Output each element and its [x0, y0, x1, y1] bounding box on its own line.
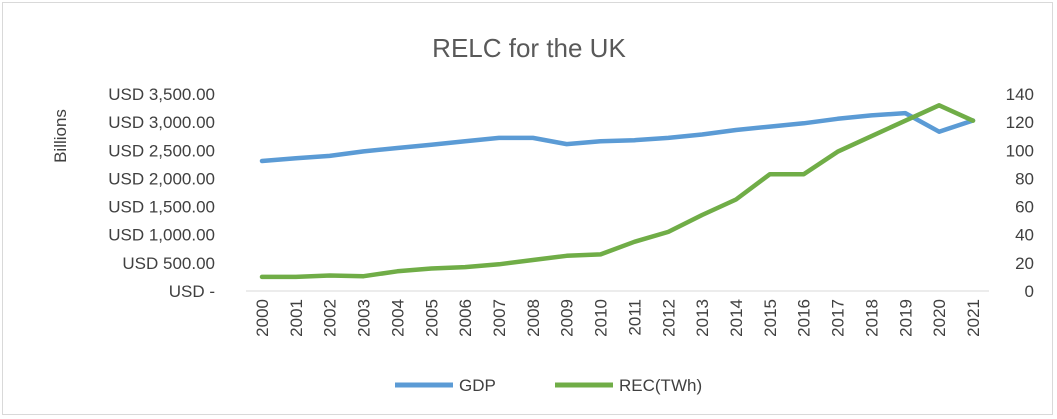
- x-tick-label: 2015: [761, 299, 780, 337]
- x-tick-label: 2003: [355, 299, 374, 337]
- right-tick-label: 80: [1015, 169, 1034, 188]
- x-tick-label: 2009: [558, 299, 577, 337]
- x-tick-label: 2021: [964, 299, 983, 337]
- chart-title: RELC for the UK: [432, 33, 626, 63]
- series-group: [259, 103, 976, 280]
- x-tick-label: 2007: [490, 299, 509, 337]
- x-tick-label: 2019: [896, 299, 915, 337]
- right-tick-label: 60: [1015, 198, 1034, 217]
- right-tick-label: 20: [1015, 254, 1034, 273]
- x-tick-label: 2011: [625, 299, 644, 336]
- right-axis: 0 20 40 60 80 100 120 140: [1006, 85, 1034, 301]
- right-tick-label: 40: [1015, 226, 1034, 245]
- series-line-rec-twh: [259, 103, 976, 280]
- x-tick-label: 2005: [422, 299, 441, 337]
- legend: GDP REC(TWh): [395, 376, 702, 395]
- left-axis-label: Billions: [51, 109, 70, 163]
- left-tick-label: USD 2,000.00: [108, 169, 215, 188]
- series-line-gdp: [259, 110, 976, 164]
- x-tick-label: 2006: [456, 299, 475, 337]
- x-tick-label: 2016: [795, 299, 814, 337]
- x-tick-label: 2002: [321, 299, 340, 337]
- left-tick-label: USD 500.00: [122, 254, 215, 273]
- x-tick-label: 2020: [930, 299, 949, 337]
- right-tick-label: 140: [1006, 85, 1034, 104]
- left-tick-label: USD 2,500.00: [108, 141, 215, 160]
- left-tick-label: USD 1,000.00: [108, 226, 215, 245]
- x-tick-label: 2010: [592, 299, 611, 337]
- legend-label-gdp: GDP: [459, 376, 496, 395]
- x-axis: 2000 2001 2002 2003 2004 2005 2006 2007 2008 2009…: [253, 299, 983, 337]
- x-tick-label: 2017: [829, 299, 848, 337]
- left-tick-label: USD 3,000.00: [108, 113, 215, 132]
- left-tick-label: USD -: [169, 282, 215, 301]
- right-tick-label: 0: [1025, 282, 1034, 301]
- x-tick-label: 2013: [693, 299, 712, 337]
- left-axis: USD - USD 500.00 USD 1,000.00 USD 1,500.00 U…: [108, 85, 215, 301]
- x-tick-label: 2004: [388, 299, 407, 337]
- x-tick-label: 2008: [524, 299, 543, 337]
- right-tick-label: 100: [1006, 141, 1034, 160]
- x-tick-label: 2000: [253, 299, 272, 337]
- x-tick-label: 2018: [862, 299, 881, 337]
- x-tick-label: 2012: [659, 299, 678, 337]
- left-tick-label: USD 3,500.00: [108, 85, 215, 104]
- x-tick-label: 2014: [727, 299, 746, 337]
- x-tick-label: 2001: [287, 299, 306, 337]
- legend-label-rec-twh: REC(TWh): [619, 376, 702, 395]
- right-tick-label: 120: [1006, 113, 1034, 132]
- left-tick-label: USD 1,500.00: [108, 198, 215, 217]
